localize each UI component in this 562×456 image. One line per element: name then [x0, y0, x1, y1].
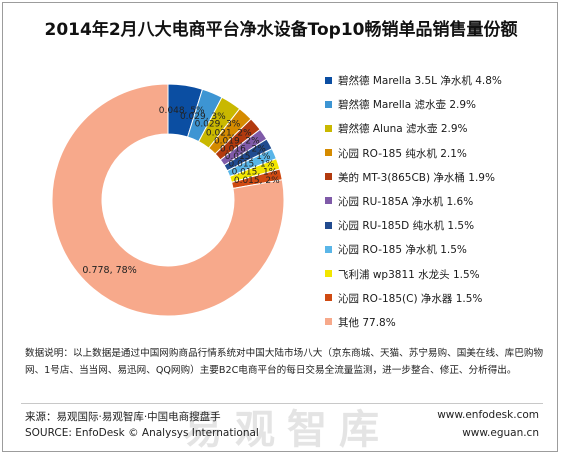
legend-item: 飞利浦 wp3811 水龙头 1.5%: [325, 265, 555, 289]
legend-label: 其他 77.8%: [338, 316, 396, 329]
legend-label: 飞利浦 wp3811 水龙头 1.5%: [338, 268, 480, 281]
slice-data-label: 0.019, 2%: [214, 136, 260, 146]
legend-item: 沁园 RU-185A 净水机 1.6%: [325, 192, 555, 216]
slice-data-label: 0.015, 1%: [229, 160, 275, 170]
donut-chart: 0.048, 5%0.029, 3%0.029, 3%0.021, 2%0.01…: [51, 83, 285, 317]
donut-slice-11: [51, 83, 285, 317]
legend-swatch: [325, 221, 332, 229]
slice-data-label: 0.015, 1%: [232, 168, 278, 178]
legend-swatch: [325, 100, 332, 108]
legend-swatch: [325, 173, 332, 181]
legend-item: 碧然德 Aluna 滤水壶 2.9%: [325, 119, 555, 143]
chart-title: 2014年2月八大电商平台净水设备Top10畅销单品销售量份额: [44, 20, 518, 40]
slice-data-label: 0.021, 2%: [206, 128, 252, 138]
source-cn: 来源：易观国际·易观智库·中国电商搜盘手: [25, 411, 221, 423]
slice-data-label: 0.029, 3%: [180, 112, 226, 122]
legend-label: 沁园 RO-185 纯水机 2.1%: [338, 147, 467, 160]
slice-data-label: 0.015, 1%: [225, 152, 271, 162]
legend-swatch: [325, 124, 332, 132]
legend-label: 沁园 RO-185(C) 净水器 1.5%: [338, 292, 483, 305]
legend-item: 碧然德 Marella 3.5L 净水机 4.8%: [325, 71, 555, 95]
legend-swatch: [325, 76, 332, 84]
legend-label: 沁园 RU-185D 纯水机 1.5%: [338, 220, 475, 233]
legend-label: 沁园 RO-185 净水机 1.5%: [338, 244, 467, 257]
legend-item: 其他 77.8%: [325, 313, 555, 337]
slice-data-label: 0.016, 2%: [220, 144, 266, 154]
legend-item: 沁园 RU-185D 纯水机 1.5%: [325, 216, 555, 240]
slice-data-label: 0.015, 2%: [234, 176, 280, 186]
legend-swatch: [325, 149, 332, 157]
legend-swatch: [325, 294, 332, 302]
legend-item: 沁园 RO-185(C) 净水器 1.5%: [325, 289, 555, 313]
legend-swatch: [325, 197, 332, 205]
source-en: SOURCE: EnfoDesk © Analysys Internationa…: [25, 427, 259, 439]
chart-frame: 2014年2月八大电商平台净水设备Top10畅销单品销售量份额 0.048, 5…: [2, 2, 558, 453]
legend-item: 碧然德 Marella 滤水壶 2.9%: [325, 95, 555, 119]
slice-data-label: 0.778, 78%: [82, 265, 136, 276]
legend-swatch: [325, 245, 332, 253]
url-eguan[interactable]: www.eguan.cn: [462, 427, 539, 439]
divider: [21, 403, 543, 404]
legend-item: 沁园 RO-185 净水机 1.5%: [325, 240, 555, 264]
chart-legend: 碧然德 Marella 3.5L 净水机 4.8% 碧然德 Marella 滤水壶…: [325, 71, 555, 337]
data-note: 数据说明：以上数据是通过中国网购商品行情系统对中国大陆市场八大（京东商城、天猫、…: [25, 348, 544, 376]
watermark-text: 易观智库: [183, 407, 391, 453]
url-enfodesk[interactable]: www.enfodesk.com: [437, 409, 539, 421]
legend-label: 碧然德 Marella 滤水壶 2.9%: [338, 99, 476, 112]
legend-label: 美的 MT-3(865CB) 净水桶 1.9%: [338, 171, 495, 184]
legend-label: 沁园 RU-185A 净水机 1.6%: [338, 195, 474, 208]
legend-swatch: [325, 270, 332, 277]
legend-label: 碧然德 Aluna 滤水壶 2.9%: [338, 123, 468, 136]
legend-item: 沁园 RO-185 纯水机 2.1%: [325, 144, 555, 168]
slice-data-label: 0.029, 3%: [195, 120, 241, 130]
legend-label: 碧然德 Marella 3.5L 净水机 4.8%: [338, 75, 502, 87]
slice-data-label: 0.048, 5%: [159, 106, 205, 116]
legend-swatch: [325, 318, 332, 326]
legend-item: 美的 MT-3(865CB) 净水桶 1.9%: [325, 168, 555, 192]
